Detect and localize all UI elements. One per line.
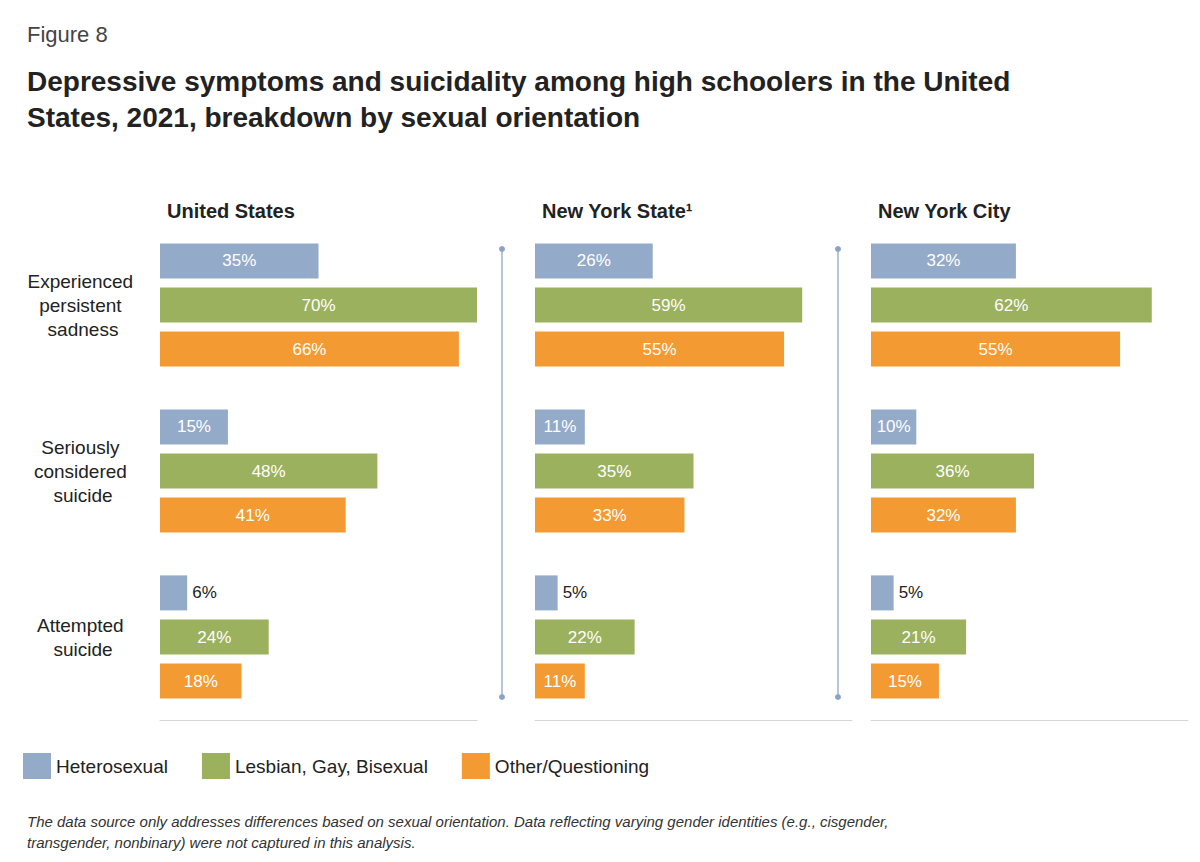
svg-text:55%: 55% xyxy=(979,340,1013,359)
svg-text:States, 2021, breakdown by sex: States, 2021, breakdown by sexual orient… xyxy=(27,102,640,133)
svg-text:Other/Questioning: Other/Questioning xyxy=(495,756,649,777)
svg-text:suicide: suicide xyxy=(53,639,112,660)
svg-text:32%: 32% xyxy=(926,251,960,270)
svg-text:Seriously: Seriously xyxy=(41,437,124,458)
svg-text:24%: 24% xyxy=(197,628,231,647)
svg-text:persistent: persistent xyxy=(39,295,127,316)
svg-text:New York State¹: New York State¹ xyxy=(542,200,693,222)
svg-text:15%: 15% xyxy=(177,417,211,436)
svg-text:United States: United States xyxy=(167,200,295,222)
svg-text:Attempted: Attempted xyxy=(37,615,129,636)
svg-text:considered: considered xyxy=(34,461,132,482)
svg-text:sadness: sadness xyxy=(48,319,119,340)
svg-text:suicide: suicide xyxy=(53,485,112,506)
svg-text:35%: 35% xyxy=(222,251,256,270)
svg-text:59%: 59% xyxy=(652,296,686,315)
svg-text:32%: 32% xyxy=(926,506,960,525)
svg-text:70%: 70% xyxy=(301,296,335,315)
svg-text:5%: 5% xyxy=(899,583,924,602)
svg-text:Lesbian, Gay, Bisexual: Lesbian, Gay, Bisexual xyxy=(235,756,428,777)
svg-text:48%: 48% xyxy=(252,462,286,481)
svg-text:10%: 10% xyxy=(877,417,911,436)
svg-text:5%: 5% xyxy=(563,583,588,602)
svg-text:36%: 36% xyxy=(935,462,969,481)
svg-text:41%: 41% xyxy=(236,506,270,525)
svg-text:33%: 33% xyxy=(593,506,627,525)
svg-text:11%: 11% xyxy=(544,417,577,436)
svg-text:66%: 66% xyxy=(292,340,326,359)
svg-text:15%: 15% xyxy=(888,672,922,691)
svg-text:transgender, nonbinary) were n: transgender, nonbinary) were not capture… xyxy=(27,834,416,851)
svg-text:22%: 22% xyxy=(568,628,602,647)
svg-text:6%: 6% xyxy=(192,583,217,602)
svg-text:Heterosexual: Heterosexual xyxy=(56,756,168,777)
svg-text:55%: 55% xyxy=(643,340,677,359)
svg-text:18%: 18% xyxy=(184,672,218,691)
svg-text:35%: 35% xyxy=(597,462,631,481)
svg-text:Depressive symptoms and suicid: Depressive symptoms and suicidality amon… xyxy=(27,66,1018,97)
svg-text:62%: 62% xyxy=(994,296,1028,315)
svg-text:Figure 8: Figure 8 xyxy=(27,22,108,47)
svg-text:21%: 21% xyxy=(902,628,936,647)
svg-text:Experienced: Experienced xyxy=(28,271,139,292)
svg-text:The data source only addresses: The data source only addresses differenc… xyxy=(27,813,893,830)
svg-text:11%: 11% xyxy=(544,672,577,691)
svg-text:26%: 26% xyxy=(577,251,611,270)
svg-text:New York City: New York City xyxy=(878,200,1012,222)
